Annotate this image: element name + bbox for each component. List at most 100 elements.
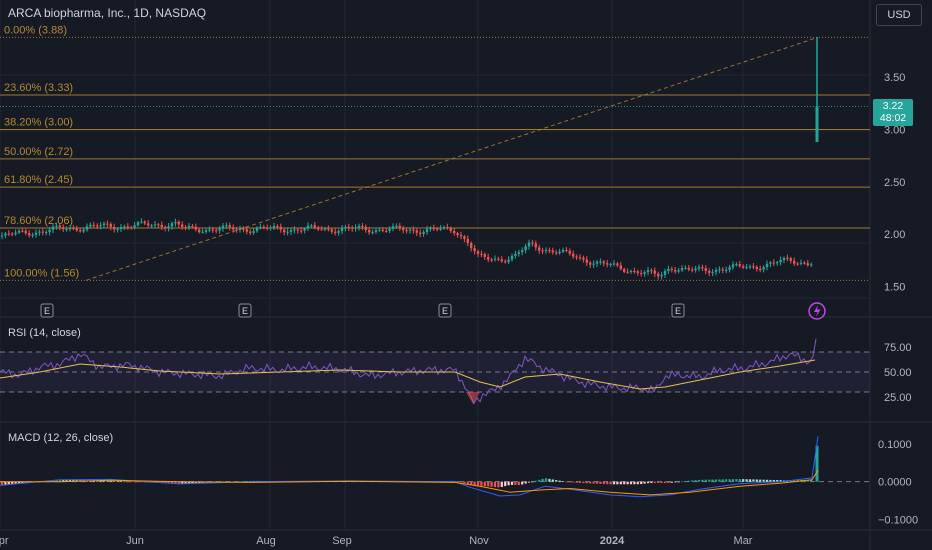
spike-body (815, 106, 819, 143)
macd-histogram-bar (762, 479, 765, 482)
macd-histogram-bar (629, 481, 633, 485)
candle-body (41, 231, 44, 233)
macd-histogram-bar (612, 481, 616, 485)
candle-body (565, 250, 568, 252)
candle-body (640, 273, 643, 275)
macd-histogram-bar (497, 481, 500, 488)
macd-tick-label: 0.1000 (878, 439, 912, 451)
fib-level-label: 0.00% (3.88) (4, 24, 67, 36)
candle-body (609, 264, 612, 266)
candle-body (793, 260, 796, 264)
macd-histogram-bar (194, 481, 197, 484)
fib-level-label: 23.60% (3.33) (4, 82, 73, 94)
candle-body (796, 263, 799, 265)
candle-body (626, 271, 629, 273)
candle-body (300, 230, 303, 232)
macd-histogram-bar (184, 481, 187, 484)
candle-body (272, 226, 276, 228)
candle-body (34, 232, 38, 235)
macd-histogram-bar (779, 480, 782, 482)
macd-histogram-bar (548, 478, 551, 482)
macd-label[interactable]: MACD (12, 26, close) (8, 432, 114, 444)
candle-body (11, 233, 14, 235)
candle-body (276, 226, 279, 228)
candle-body (289, 230, 293, 232)
candle-body (391, 226, 395, 229)
lightning-icon (814, 305, 821, 317)
macd-histogram-bar (687, 480, 690, 482)
candle-body (643, 272, 646, 274)
candle-body (514, 253, 517, 256)
candle-body (483, 254, 486, 257)
candle-body (150, 225, 153, 227)
candle-body (405, 230, 408, 232)
candle-body (674, 270, 677, 272)
candlestick-series (0, 218, 813, 280)
currency-button[interactable]: USD (876, 4, 922, 26)
candle-body (606, 263, 609, 265)
macd-histogram-bar (759, 479, 762, 482)
candle-body (623, 269, 626, 272)
rsi-oversold-fill (460, 392, 480, 404)
macd-histogram-bar (609, 481, 612, 485)
candle-body (177, 221, 180, 225)
candle-body (313, 225, 316, 228)
macd-histogram-bar (619, 481, 622, 485)
candle-body (592, 263, 595, 265)
fibonacci-retracement[interactable]: 0.00% (3.88) 23.60% (3.33) 38.20% (3.00) 50… (0, 24, 870, 281)
candle-body (765, 263, 769, 268)
candle-body (629, 270, 633, 272)
candle-body (731, 264, 735, 268)
price-tick-label: 1.50 (884, 282, 905, 294)
candle-body (51, 226, 55, 230)
candle-body (507, 259, 510, 263)
macd-histogram-bar (463, 481, 466, 484)
rsi-label[interactable]: RSI (14, close) (8, 327, 81, 339)
candle-body (541, 250, 544, 252)
candle-body (497, 258, 500, 260)
symbol-title[interactable]: ARCA biopharma, Inc., 1D, NASDAQ (8, 6, 207, 20)
candle-body (174, 221, 177, 224)
macd-histogram-bar (721, 479, 724, 482)
candle-body (259, 226, 262, 229)
candle-body (198, 229, 201, 233)
macd-pane: 0.1000 0.0000 −0.1000 (0, 436, 918, 526)
candle-body (361, 226, 364, 228)
candle-body (436, 228, 439, 230)
candle-body (347, 226, 350, 228)
macd-histogram-bar (140, 481, 143, 483)
candle-body (252, 231, 255, 233)
macd-histogram-bar (109, 480, 112, 482)
macd-histogram-bar (96, 480, 99, 482)
candle-body (354, 227, 357, 229)
candle-body (493, 258, 497, 260)
candle-body (24, 230, 27, 234)
macd-histogram-bar (113, 481, 116, 482)
price-axis[interactable]: 3.50 3.00 2.50 2.00 1.50 (884, 72, 905, 293)
candle-body (381, 229, 384, 231)
macd-histogram-bar (752, 479, 755, 482)
macd-tick-label: −0.1000 (878, 514, 918, 526)
candle-body (738, 264, 741, 267)
candle-body (524, 246, 527, 251)
macd-histogram-bar (544, 478, 548, 482)
candle-body (385, 230, 388, 232)
spike-candle (0, 37, 870, 143)
candle-body (147, 223, 150, 226)
candle-body (616, 263, 619, 266)
macd-histogram-bar (776, 480, 779, 482)
macd-histogram-bar (643, 481, 646, 484)
macd-histogram-bar (660, 481, 663, 483)
candle-body (687, 267, 690, 270)
candle-body (544, 250, 548, 252)
macd-histogram-bar (708, 479, 711, 482)
macd-histogram-bar (504, 481, 507, 487)
macd-histogram-bar (51, 480, 55, 482)
candle-body (636, 271, 639, 274)
candle-body (572, 253, 575, 257)
time-axis[interactable]: Apr Jun Aug Sep Nov 2024 Mar (0, 535, 753, 547)
time-tick-label: Apr (0, 535, 9, 547)
macd-histogram-bar (626, 481, 629, 485)
